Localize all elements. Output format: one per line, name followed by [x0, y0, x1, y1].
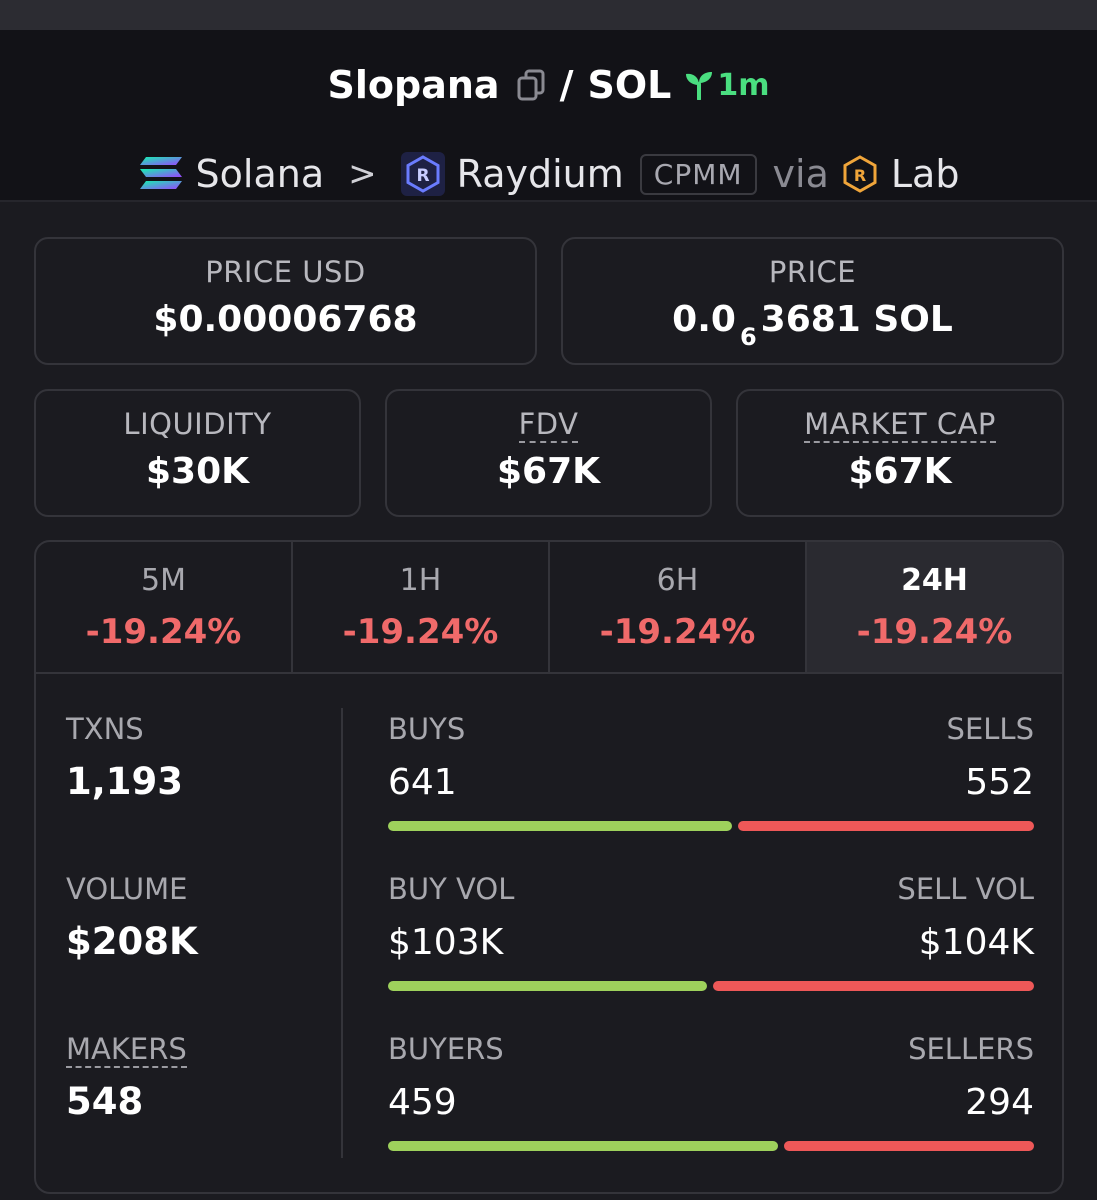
- fdv-card: FDV $67K: [385, 389, 712, 517]
- market-cap-label[interactable]: MARKET CAP: [804, 407, 996, 443]
- chain-breadcrumb: Solana > R Raydium CPMM via R Lab: [0, 148, 1097, 200]
- price-usd-value: $0.00006768: [153, 299, 418, 340]
- token-name: Slopana: [327, 63, 500, 107]
- buys-value: 641: [388, 762, 457, 803]
- pair-separator: /: [559, 63, 574, 107]
- pair-age-value: 1m: [717, 67, 770, 103]
- buys-sells-bar: [388, 821, 1034, 831]
- fdv-label[interactable]: FDV: [518, 407, 579, 443]
- sell-vol-label: SELL VOL: [897, 872, 1034, 906]
- tab-24h[interactable]: 24H -19.24%: [807, 542, 1062, 672]
- chevron-right-icon: >: [348, 154, 377, 194]
- tab-change: -19.24%: [342, 611, 499, 652]
- sells-label: SELLS: [946, 712, 1034, 746]
- svg-text:R: R: [854, 166, 866, 185]
- buy-vol-label: BUY VOL: [388, 872, 515, 906]
- volume-value: $208K: [66, 920, 198, 963]
- tab-5m[interactable]: 5M -19.24%: [36, 542, 293, 672]
- market-cap-card: MARKET CAP $67K: [736, 389, 1064, 517]
- fdv-value: $67K: [496, 451, 601, 492]
- liquidity-value: $30K: [145, 451, 250, 492]
- tab-change: -19.24%: [599, 611, 756, 652]
- liquidity-card: LIQUIDITY $30K: [34, 389, 361, 517]
- buyers-value: 459: [388, 1082, 457, 1123]
- source-name[interactable]: Lab: [890, 152, 960, 196]
- price-native-card: PRICE 0.0 6 3681 SOL: [561, 237, 1064, 365]
- column-divider: [341, 708, 343, 1158]
- tab-6h[interactable]: 6H -19.24%: [550, 542, 807, 672]
- sell-segment: [737, 821, 1034, 831]
- volume-label: VOLUME: [66, 872, 188, 906]
- price-subscript: 6: [739, 323, 757, 351]
- buyers-label: BUYERS: [388, 1032, 504, 1066]
- sells-value: 552: [965, 762, 1034, 803]
- buy-segment: [388, 1141, 779, 1151]
- volume-split-bar: [388, 981, 1034, 991]
- lab-icon: R: [843, 155, 877, 193]
- makers-label[interactable]: MAKERS: [66, 1032, 187, 1068]
- volume-split-row: BUY VOL SELL VOL $103K $104K: [388, 872, 1034, 991]
- price-native-label: PRICE: [768, 255, 857, 289]
- via-label: via: [772, 152, 829, 196]
- price-native-value: 0.0 6 3681 SOL: [563, 299, 1062, 351]
- tab-change: -19.24%: [85, 611, 242, 652]
- pair-header: Slopana / SOL 1m: [0, 30, 1097, 202]
- quote-symbol: SOL: [587, 63, 672, 107]
- tab-label: 24H: [901, 562, 968, 598]
- seedling-icon: [686, 72, 713, 100]
- makers-value: 548: [66, 1080, 144, 1123]
- price-prefix: 0.0: [672, 299, 736, 340]
- dex-name[interactable]: Raydium: [456, 152, 624, 196]
- svg-text:R: R: [416, 166, 429, 186]
- pair-age: 1m: [685, 68, 769, 103]
- top-bar: [0, 0, 1097, 30]
- buyers-sellers-bar: [388, 1141, 1034, 1151]
- txns-value: 1,193: [66, 760, 184, 803]
- price-suffix: 3681 SOL: [760, 299, 953, 340]
- sell-segment: [712, 981, 1034, 991]
- pair-title-row: Slopana / SOL 1m: [0, 60, 1097, 110]
- txns-label: TXNS: [66, 712, 144, 746]
- pool-type-badge: CPMM: [639, 153, 757, 195]
- buys-sells-row: BUYS SELLS 641 552: [388, 712, 1034, 831]
- sell-segment: [784, 1141, 1034, 1151]
- tab-label: 1H: [399, 562, 442, 598]
- buy-segment: [388, 821, 732, 831]
- sellers-label: SELLERS: [908, 1032, 1034, 1066]
- price-usd-label: PRICE USD: [205, 255, 366, 289]
- solana-icon: [139, 157, 182, 189]
- price-usd-card: PRICE USD $0.00006768: [34, 237, 537, 365]
- sell-vol-value: $104K: [918, 922, 1034, 963]
- liquidity-label: LIQUIDITY: [123, 407, 272, 441]
- tab-1h[interactable]: 1H -19.24%: [293, 542, 550, 672]
- buyers-sellers-row: BUYERS SELLERS 459 294: [388, 1032, 1034, 1151]
- buys-label: BUYS: [388, 712, 466, 746]
- sellers-value: 294: [965, 1082, 1034, 1123]
- timeframe-tabs: 5M -19.24% 1H -19.24% 6H -19.24% 24H -19…: [36, 542, 1062, 674]
- chain-name[interactable]: Solana: [195, 152, 325, 196]
- buy-vol-value: $103K: [388, 922, 504, 963]
- buy-segment: [388, 981, 707, 991]
- stats-panel: 5M -19.24% 1H -19.24% 6H -19.24% 24H -19…: [34, 540, 1064, 1194]
- market-cap-value: $67K: [848, 451, 952, 492]
- tab-label: 5M: [141, 562, 186, 598]
- tab-change: -19.24%: [856, 611, 1013, 652]
- tab-label: 6H: [656, 562, 699, 598]
- raydium-icon: R: [400, 152, 445, 196]
- copy-icon[interactable]: [516, 68, 546, 102]
